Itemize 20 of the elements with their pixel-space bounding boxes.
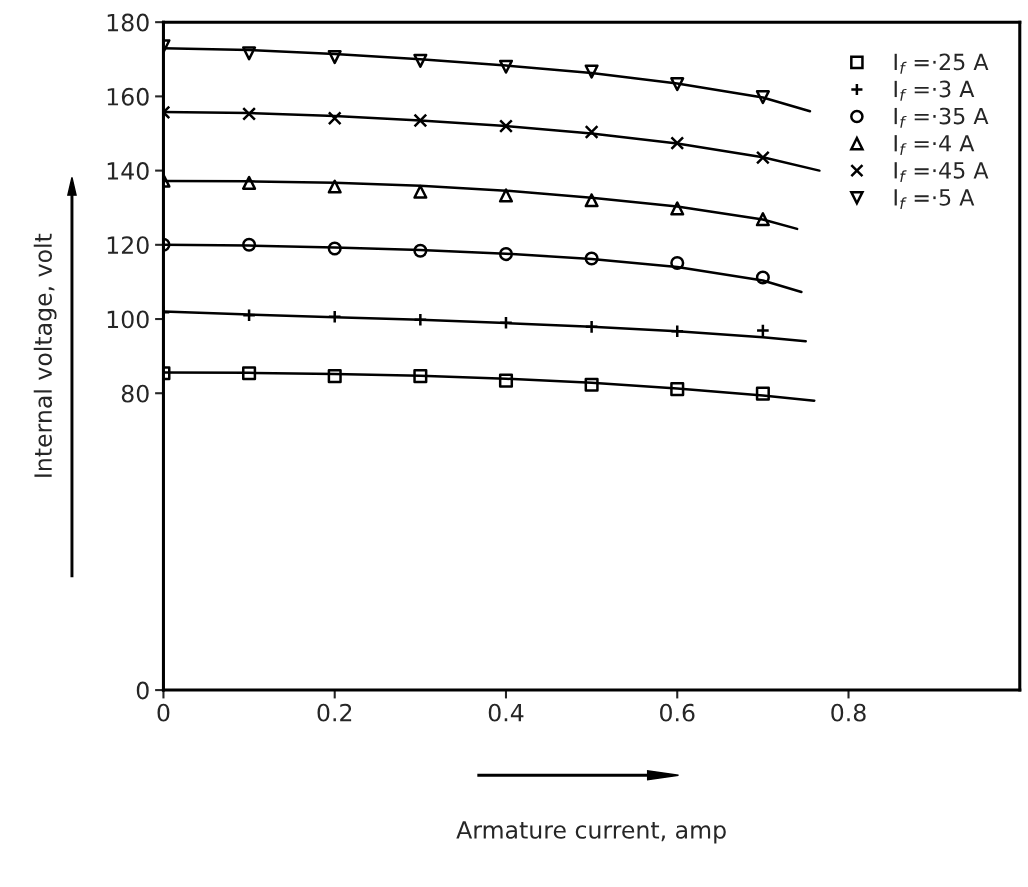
- x-tick-label: 0.4: [488, 703, 524, 722]
- legend-label: I$_{f}$ =·4 A: [894, 135, 975, 155]
- legend-label: I$_{f}$ =·35 A: [894, 107, 989, 128]
- y-tick-label: 100: [107, 310, 149, 329]
- y-tick-label: 160: [107, 87, 149, 106]
- x-tick-label: 0.6: [660, 703, 695, 722]
- y-tick-label: 180: [107, 13, 149, 32]
- legend-label: I$_{f}$ =·25 A: [894, 53, 989, 74]
- y-tick-label: 140: [107, 162, 149, 180]
- x-tick-label: 0.8: [831, 703, 866, 722]
- legend-label: I$_{f}$ =·5 A: [894, 189, 975, 210]
- x-axis-title: Armature current, amp: [456, 821, 726, 844]
- x-tick-label: 0: [157, 703, 170, 722]
- y-tick-label: 0: [136, 681, 149, 700]
- y-axis-title: Internal voltage, volt: [33, 233, 57, 477]
- y-tick-label: 80: [121, 384, 149, 403]
- legend-label: I$_{f}$ =·45 A: [894, 162, 989, 183]
- x-tick-label: 0.2: [317, 703, 352, 722]
- y-tick-label: 120: [107, 236, 149, 255]
- legend-label: I$_{f}$ =·3 A: [894, 80, 975, 101]
